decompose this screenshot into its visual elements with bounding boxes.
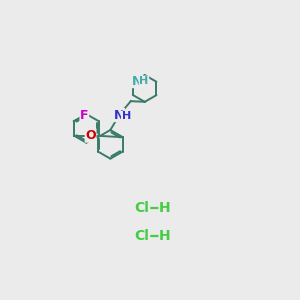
- Text: H: H: [140, 76, 148, 86]
- Text: F: F: [80, 109, 88, 122]
- Text: O: O: [85, 129, 96, 142]
- Text: N: N: [132, 74, 142, 88]
- Text: H: H: [159, 229, 171, 243]
- Text: Cl: Cl: [135, 229, 150, 243]
- Text: Cl: Cl: [135, 201, 150, 215]
- Text: N: N: [114, 109, 124, 122]
- Text: H: H: [159, 201, 171, 215]
- Text: H: H: [122, 111, 131, 121]
